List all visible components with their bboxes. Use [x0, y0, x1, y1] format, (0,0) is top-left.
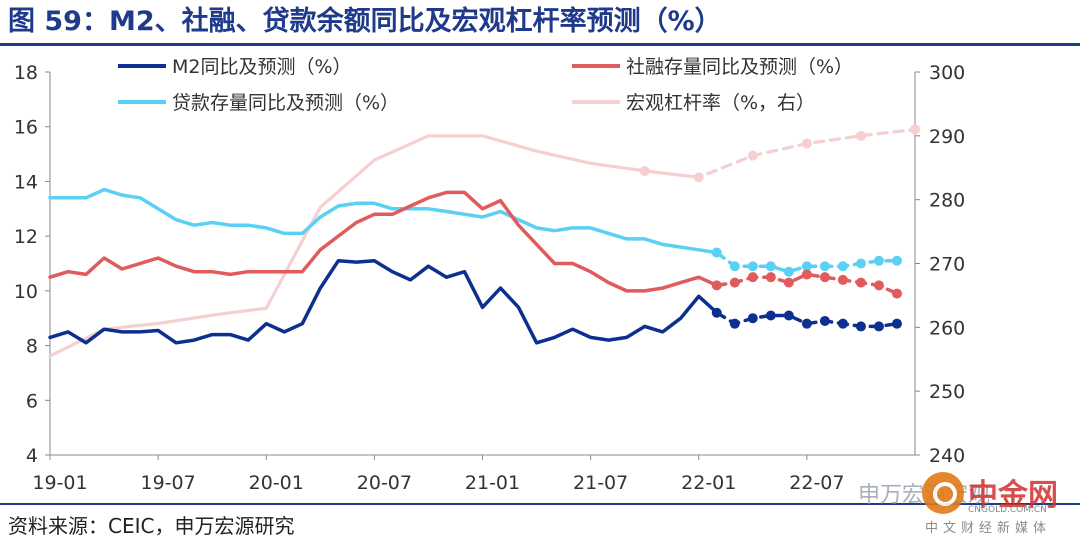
legend-label-loans: 贷款存量同比及预测（%） [172, 92, 399, 114]
left-tick-label: 18 [14, 62, 38, 84]
forecast-point-m2 [783, 310, 794, 321]
x-tick-label: 20-01 [249, 472, 304, 494]
forecast-point-loans [783, 266, 794, 277]
x-tick-label: 21-01 [465, 472, 520, 494]
forecast-point-loans [801, 261, 812, 272]
x-tick-label: 22-07 [789, 472, 844, 494]
x-tick-label: 20-07 [357, 472, 412, 494]
legend-label-m2: M2同比及预测（%） [172, 56, 352, 78]
left-tick-label: 4 [26, 445, 38, 467]
forecast-point-loans [855, 258, 866, 269]
series-line-leverage [48, 134, 701, 358]
source-note: 资料来源：CEIC，申万宏源研究 [8, 514, 295, 538]
left-tick-label: 12 [14, 226, 38, 248]
forecast-point-loans [819, 261, 830, 272]
forecast-point-leverage [747, 150, 758, 161]
forecast-point-tsf [873, 280, 884, 291]
forecast-point-tsf [837, 274, 848, 285]
x-tick-label: 21-07 [573, 472, 628, 494]
right-tick-label: 240 [929, 445, 965, 467]
series-forecast-line-tsf [715, 272, 899, 296]
legend-label-leverage: 宏观杠杆率（%，右） [626, 92, 815, 114]
series-line-m2 [48, 259, 719, 345]
forecast-point-tsf [855, 277, 866, 288]
series-forecast-line-leverage [643, 127, 917, 179]
watermark-domain: CNGOLD.COM.CN [968, 505, 1047, 515]
forecast-point-leverage [693, 172, 704, 183]
left-tick-label: 10 [14, 281, 38, 303]
forecast-point-loans [873, 255, 884, 266]
forecast-point-loans [765, 261, 776, 272]
forecast-point-m2 [855, 321, 866, 332]
forecast-point-m2 [819, 315, 830, 326]
forecast-point-loans [729, 261, 740, 272]
forecast-point-leverage [801, 138, 812, 149]
forecast-point-loans [891, 255, 902, 266]
forecast-point-m2 [891, 318, 902, 329]
left-tick-label: 16 [14, 117, 38, 139]
x-tick-label: 19-07 [141, 472, 196, 494]
forecast-point-m2 [765, 310, 776, 321]
right-tick-label: 270 [929, 254, 965, 276]
watermark-tagline: 中文财经新媒体 [925, 521, 1052, 536]
series-line-loans [48, 187, 719, 255]
watermark-brand: 中金网 [968, 478, 1058, 513]
forecast-point-tsf [801, 269, 812, 280]
right-tick-label: 300 [929, 62, 965, 84]
forecast-point-loans [711, 247, 722, 258]
right-tick-label: 250 [929, 381, 965, 403]
right-tick-label: 290 [929, 126, 965, 148]
forecast-point-m2 [711, 307, 722, 318]
forecast-point-tsf [711, 280, 722, 291]
forecast-point-m2 [873, 321, 884, 332]
forecast-point-m2 [837, 318, 848, 329]
forecast-point-tsf [765, 272, 776, 283]
chart-title: 图 59：M2、社融、贷款余额同比及宏观杠杆率预测（%） [8, 6, 722, 37]
forecast-point-m2 [729, 318, 740, 329]
forecast-point-m2 [747, 313, 758, 324]
watermark-logo-icon [922, 472, 964, 514]
x-tick-label: 19-01 [32, 472, 87, 494]
forecast-point-leverage [639, 165, 650, 176]
forecast-point-m2 [801, 318, 812, 329]
left-tick-label: 6 [26, 390, 38, 412]
forecast-point-tsf [783, 277, 794, 288]
forecast-point-tsf [819, 272, 830, 283]
right-tick-label: 260 [929, 317, 965, 339]
forecast-point-tsf [747, 272, 758, 283]
chart-area: 4 6 8 10 12 14 16 18 240 250 260 270 280 290 300 19-01 1… [14, 56, 965, 494]
forecast-point-tsf [891, 288, 902, 299]
series-line-tsf [48, 190, 719, 293]
forecast-point-loans [837, 261, 848, 272]
title-rule [0, 43, 1080, 46]
right-tick-label: 280 [929, 190, 965, 212]
legend-label-tsf: 社融存量同比及预测（%） [626, 56, 853, 78]
forecast-point-tsf [729, 277, 740, 288]
left-tick-label: 14 [14, 171, 38, 193]
forecast-point-loans [747, 261, 758, 272]
forecast-point-leverage [855, 130, 866, 141]
left-tick-label: 8 [26, 336, 38, 358]
bottom-rule [0, 503, 1080, 505]
x-tick-label: 22-01 [681, 472, 736, 494]
forecast-point-leverage [910, 124, 920, 135]
